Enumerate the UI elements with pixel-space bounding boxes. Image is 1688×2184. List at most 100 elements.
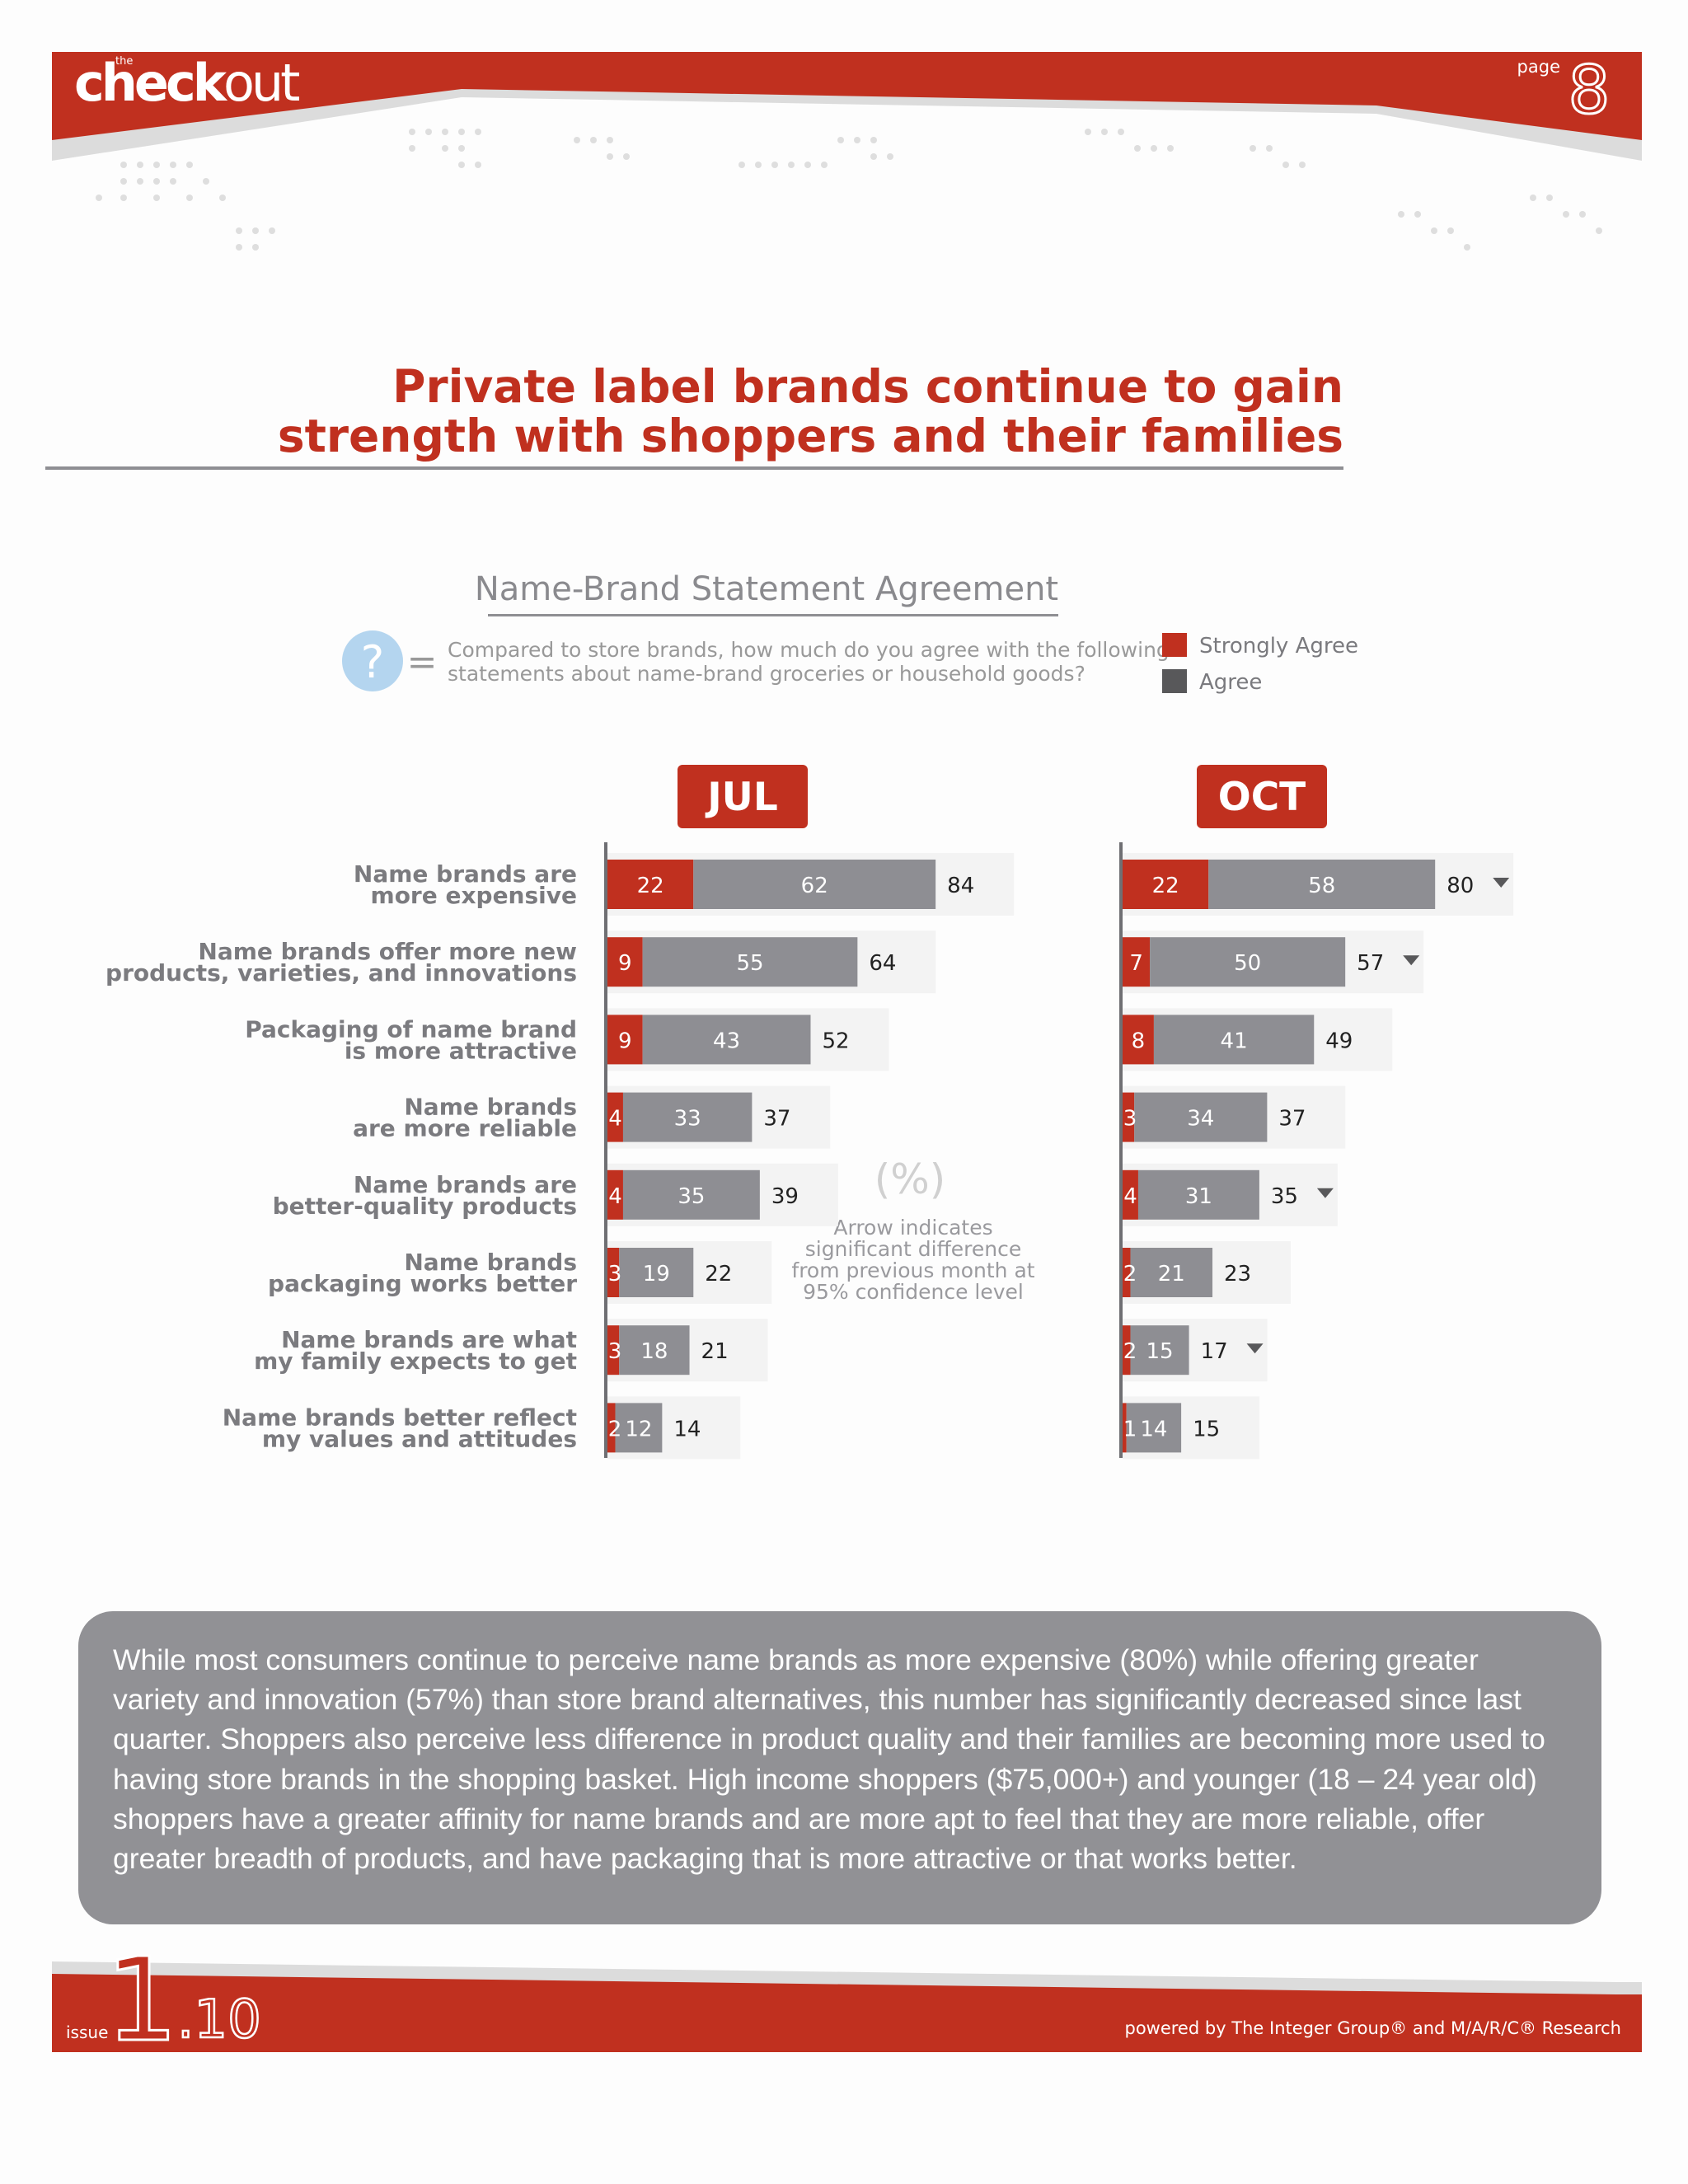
bar-agree xyxy=(1153,1015,1315,1065)
data-label-total: 39 xyxy=(771,1184,799,1209)
data-label-agree: 35 xyxy=(678,1184,705,1209)
data-label-strongly-agree: 1 xyxy=(1123,1417,1137,1441)
data-label-total: 21 xyxy=(701,1339,729,1364)
chart-title: Name-Brand Statement Agreement xyxy=(475,570,1058,608)
significance-arrow-down-icon xyxy=(1246,1343,1264,1354)
bar-agree xyxy=(619,1325,690,1376)
data-label-strongly-agree: 9 xyxy=(618,1029,632,1053)
brand-logo-light: out xyxy=(223,53,299,113)
data-label-agree: 43 xyxy=(713,1029,740,1053)
category-label-line2: more expensive xyxy=(371,882,577,909)
data-label-agree: 12 xyxy=(625,1417,652,1441)
data-label-agree: 31 xyxy=(1185,1184,1212,1209)
category-label-line2: is more attractive xyxy=(345,1037,577,1064)
data-label-agree: 55 xyxy=(736,951,763,976)
data-label-strongly-agree: 2 xyxy=(1123,1262,1137,1286)
significance-arrow-down-icon xyxy=(1316,1188,1334,1198)
category-label-line1: Name brands xyxy=(404,1094,577,1121)
bar-strongly-agree xyxy=(1123,1015,1154,1065)
data-label-strongly-agree: 7 xyxy=(1129,951,1143,976)
category-label-line1: Name brands are xyxy=(354,1171,577,1198)
headline-rule xyxy=(45,466,1343,470)
bar-agree xyxy=(622,1169,760,1220)
bar-agree xyxy=(1130,1325,1189,1376)
summary-text: While most consumers continue to perceiv… xyxy=(113,1643,1545,1876)
bar-strongly-agree xyxy=(1123,1248,1131,1297)
page-number: 8 xyxy=(1568,52,1611,129)
issue-label: issue xyxy=(66,2022,108,2042)
bar-strongly-agree xyxy=(607,1403,616,1453)
bar-strongly-agree xyxy=(1123,1403,1127,1453)
data-label-strongly-agree: 3 xyxy=(1123,1107,1137,1132)
data-label-agree: 41 xyxy=(1221,1029,1248,1053)
data-label-total: 23 xyxy=(1224,1262,1251,1286)
data-label-total: 37 xyxy=(1278,1107,1306,1132)
data-label-total: 37 xyxy=(763,1107,790,1132)
bar-strongly-agree xyxy=(607,1092,623,1142)
data-label-total: 52 xyxy=(822,1029,849,1053)
bar-agree xyxy=(619,1248,694,1297)
bar-strongly-agree xyxy=(607,937,643,987)
bar-strongly-agree xyxy=(607,1169,623,1220)
data-label-strongly-agree: 3 xyxy=(608,1262,622,1286)
question-equals: = xyxy=(407,641,438,683)
axis-line-oct xyxy=(1119,842,1123,1458)
category-label-line1: Name brands are what xyxy=(281,1326,577,1353)
bar-strongly-agree xyxy=(1123,1092,1135,1142)
bar-strongly-agree xyxy=(1123,1169,1138,1220)
question-icon: ? xyxy=(342,630,403,691)
chart-title-underline xyxy=(488,614,1058,616)
data-label-agree: 62 xyxy=(801,874,828,898)
chart-legend: Strongly Agree Agree xyxy=(1162,633,1358,695)
data-label-strongly-agree: 4 xyxy=(608,1184,622,1209)
bar-agree xyxy=(622,1092,753,1142)
data-label-agree: 18 xyxy=(640,1339,668,1364)
data-label-strongly-agree: 9 xyxy=(618,951,632,976)
data-label-strongly-agree: 4 xyxy=(608,1107,622,1132)
note-line2: significant difference xyxy=(805,1237,1022,1261)
data-label-strongly-agree: 2 xyxy=(1123,1339,1137,1364)
data-label-agree: 34 xyxy=(1187,1107,1214,1132)
data-label-total: 57 xyxy=(1357,951,1384,976)
panel-title-jul: JUL xyxy=(705,775,778,820)
category-label-line2: my family expects to get xyxy=(254,1347,577,1375)
question-line1: Compared to store brands, how much do yo… xyxy=(448,638,1170,662)
brand-small: the xyxy=(115,55,133,68)
category-label-line1: Name brands better reflect xyxy=(223,1404,577,1431)
panel-header-jul: JUL xyxy=(678,765,808,828)
significance-arrow-down-icon xyxy=(1493,878,1510,888)
category-label-line2: are more reliable xyxy=(353,1115,577,1142)
data-label-strongly-agree: 4 xyxy=(1123,1184,1137,1209)
bar-agree xyxy=(1134,1092,1268,1142)
data-label-strongly-agree: 3 xyxy=(608,1339,622,1364)
category-label-line1: Packaging of name brand xyxy=(245,1015,577,1043)
data-label-total: 14 xyxy=(673,1417,701,1441)
bar-agree xyxy=(615,1403,663,1453)
data-label-total: 49 xyxy=(1325,1029,1353,1053)
data-label-agree: 15 xyxy=(1146,1339,1173,1364)
bar-agree xyxy=(693,860,936,909)
bar-strongly-agree xyxy=(1123,937,1151,987)
footer-band: issue 1 .10 powered by The Integer Group… xyxy=(52,1933,1642,2069)
note-line1: Arrow indicates xyxy=(833,1216,992,1240)
legend-label-strongly-agree: Strongly Agree xyxy=(1199,634,1358,658)
data-label-total: 80 xyxy=(1447,874,1474,898)
data-label-total: 35 xyxy=(1271,1184,1298,1209)
data-label-agree: 14 xyxy=(1140,1417,1167,1441)
panel-header-oct: OCT xyxy=(1197,765,1327,828)
question-line2: statements about name-brand groceries or… xyxy=(448,662,1085,686)
summary-box: While most consumers continue to perceiv… xyxy=(78,1611,1601,1924)
note-line3: from previous month at xyxy=(791,1258,1034,1282)
data-label-strongly-agree: 2 xyxy=(608,1417,622,1441)
question-mark-symbol: ? xyxy=(361,636,385,688)
data-label-agree: 19 xyxy=(643,1262,670,1286)
axis-line-jul xyxy=(604,842,607,1458)
issue-number-big: 1 xyxy=(105,1933,178,2068)
bar-strongly-agree xyxy=(607,1248,620,1297)
category-label-line2: better-quality products xyxy=(273,1193,577,1220)
data-label-agree: 33 xyxy=(674,1107,701,1132)
data-label-agree: 21 xyxy=(1158,1262,1185,1286)
issue-number-small: .10 xyxy=(177,1990,261,2050)
footer-credit: powered by The Integer Group® and M/A/R/… xyxy=(1124,2018,1621,2038)
